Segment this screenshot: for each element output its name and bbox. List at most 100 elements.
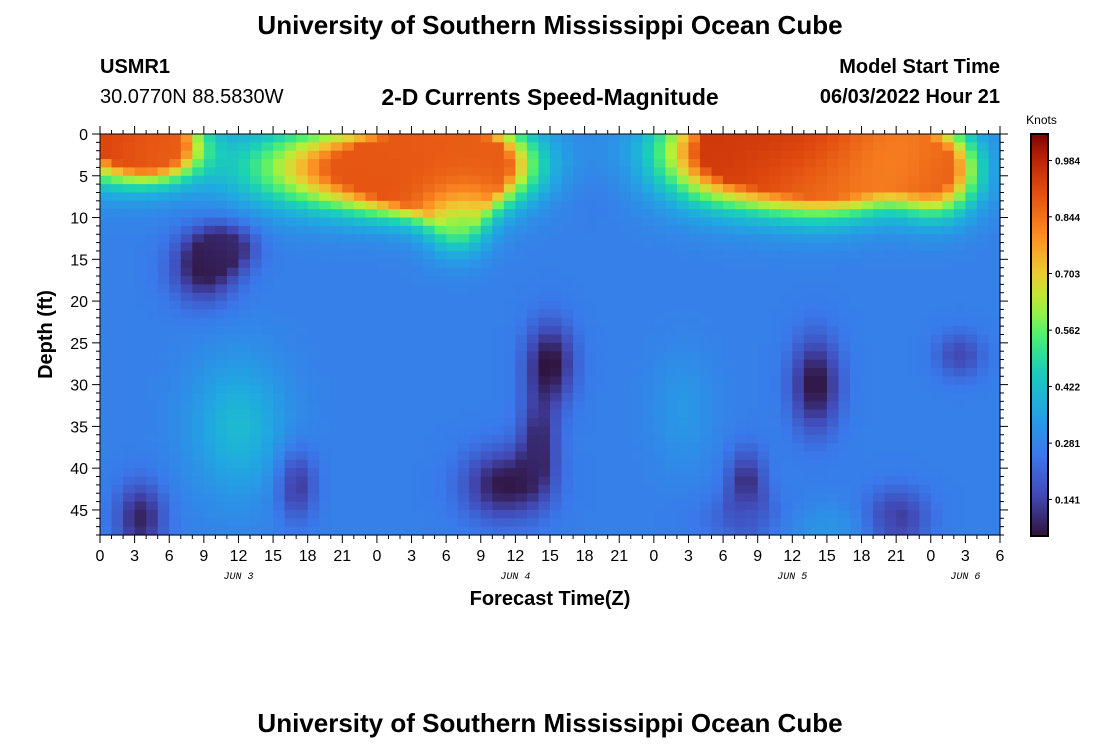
heatmap-cell [526, 459, 540, 469]
heatmap-cell [850, 451, 863, 461]
heatmap-cell [850, 242, 863, 252]
heatmap-cell [746, 376, 759, 386]
heatmap-cell [538, 301, 551, 311]
heatmap-cell [734, 234, 747, 244]
heatmap-cell [376, 175, 390, 185]
heatmap-cell [734, 409, 747, 419]
heatmap-cell [653, 401, 666, 411]
heatmap-cell [642, 409, 655, 419]
heatmap-cell [769, 409, 782, 419]
heatmap-cell [330, 392, 343, 402]
heatmap-cell [584, 342, 597, 352]
heatmap-cell [630, 184, 643, 194]
heatmap-cell [850, 209, 863, 219]
heatmap-cell [803, 200, 816, 210]
heatmap-cell [400, 501, 413, 511]
heatmap-cell [192, 267, 205, 277]
heatmap-cell [192, 217, 205, 227]
heatmap-cell [226, 409, 240, 419]
heatmap-cell [250, 225, 263, 235]
heatmap-cell [123, 225, 136, 235]
heatmap-cell [723, 401, 736, 411]
heatmap-cell [319, 301, 332, 311]
heatmap-cell [238, 317, 251, 327]
heatmap-cell [965, 509, 978, 519]
heatmap-cell [411, 459, 424, 469]
heatmap-cell [850, 267, 863, 277]
heatmap-cell [896, 376, 909, 386]
heatmap-cell [676, 367, 690, 377]
heatmap-cell [734, 334, 747, 344]
heatmap-cell [457, 167, 470, 177]
heatmap-cell [515, 384, 528, 394]
heatmap-cell [619, 200, 632, 210]
heatmap-cell [676, 159, 690, 169]
heatmap-cell [365, 334, 378, 344]
heatmap-cell [930, 384, 943, 394]
heatmap-cell [100, 401, 113, 411]
heatmap-cell [123, 451, 136, 461]
heatmap-cell [226, 418, 240, 427]
heatmap-cell [861, 175, 874, 185]
heatmap-cell [365, 242, 378, 252]
heatmap-cell [353, 159, 366, 169]
heatmap-cell [561, 159, 574, 169]
heatmap-cell [711, 276, 724, 285]
heatmap-cell [157, 159, 170, 169]
heatmap-cell [503, 309, 516, 319]
heatmap-cell [919, 317, 932, 327]
heatmap-cell [803, 217, 816, 227]
heatmap-cell [342, 242, 355, 252]
heatmap-cell [400, 267, 413, 277]
heatmap-cell [861, 518, 874, 528]
heatmap-cell [850, 418, 863, 427]
heatmap-cell [642, 192, 655, 202]
heatmap-cell [711, 317, 724, 327]
heatmap-cell [480, 234, 493, 244]
heatmap-cell [884, 159, 897, 169]
heatmap-cell [180, 334, 193, 344]
heatmap-cell [919, 501, 932, 511]
heatmap-cell [596, 309, 609, 319]
heatmap-cell [815, 301, 828, 311]
heatmap-cell [930, 192, 943, 202]
colorbar-tick-label: 0.141 [1055, 495, 1080, 506]
heatmap-cell [861, 142, 874, 152]
heatmap-cell [803, 526, 816, 536]
heatmap-cell [296, 459, 309, 469]
heatmap-cell [630, 209, 643, 219]
heatmap-cell [803, 326, 816, 336]
heatmap-cell [942, 359, 955, 369]
heatmap-cell [676, 451, 690, 461]
heatmap-cell [803, 334, 816, 344]
heatmap-cell [688, 309, 701, 319]
heatmap-cell [215, 509, 228, 519]
heatmap-cell [423, 217, 436, 227]
heatmap-cell [596, 301, 609, 311]
heatmap-cell [838, 309, 851, 319]
heatmap-cell [700, 309, 713, 319]
heatmap-cell [584, 334, 597, 344]
heatmap-cell [653, 284, 666, 294]
heatmap-cell [446, 159, 459, 169]
heatmap-cell [976, 501, 990, 511]
heatmap-cell [411, 259, 424, 269]
heatmap-cell [180, 184, 193, 194]
heatmap-cell [665, 493, 678, 503]
heatmap-cell [988, 518, 1001, 528]
heatmap-cell [803, 159, 816, 169]
heatmap-cell [434, 209, 447, 219]
heatmap-cell [734, 476, 747, 486]
heatmap-cell [238, 409, 251, 419]
heatmap-cell [596, 250, 609, 260]
heatmap-cell [780, 468, 793, 478]
heatmap-cell [284, 451, 297, 461]
heatmap-cell [584, 284, 597, 294]
heatmap-cell [803, 309, 816, 319]
heatmap-cell [896, 493, 909, 503]
heatmap-cell [884, 418, 897, 427]
heatmap-cell [111, 476, 124, 486]
heatmap-cell [307, 392, 320, 402]
heatmap-cell [573, 242, 586, 252]
heatmap-cell [653, 217, 666, 227]
